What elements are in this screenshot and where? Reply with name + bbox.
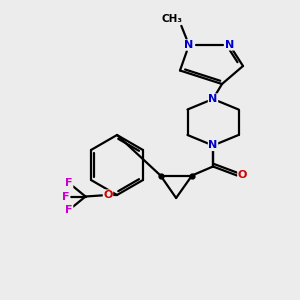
Text: F: F: [65, 178, 73, 188]
Text: N: N: [184, 40, 194, 50]
Text: N: N: [225, 40, 234, 50]
Text: O: O: [238, 170, 247, 181]
Text: F: F: [62, 191, 70, 202]
Text: O: O: [103, 190, 113, 200]
Text: CH₃: CH₃: [162, 14, 183, 24]
Text: N: N: [208, 140, 217, 151]
Text: N: N: [208, 94, 217, 104]
Text: F: F: [65, 205, 73, 215]
